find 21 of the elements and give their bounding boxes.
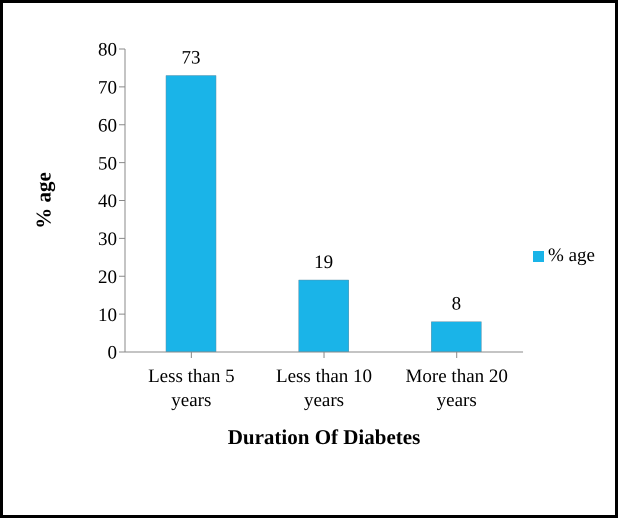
y-tick-label: 50 <box>98 153 117 174</box>
data-label: 73 <box>182 48 200 69</box>
y-tick-label: 10 <box>98 304 117 326</box>
x-axis-title: Duration Of Diabetes <box>228 425 420 449</box>
x-tick-label: More than 20 years <box>406 366 508 411</box>
y-tick-label: 70 <box>98 78 117 99</box>
bar <box>166 75 216 352</box>
y-tick-label: 0 <box>108 342 117 364</box>
y-tick-label: 20 <box>98 266 117 288</box>
bar <box>431 321 482 352</box>
data-label: 19 <box>314 252 334 274</box>
x-tick-label: Less than 10 years <box>276 366 372 411</box>
y-tick-label: 60 <box>98 115 117 136</box>
x-tick-label: Less than 5 years <box>148 366 235 411</box>
y-tick-label: 40 <box>98 191 117 212</box>
legend-label: % age <box>548 244 595 266</box>
y-tick-label: 80 <box>98 40 117 61</box>
y-tick-label: 30 <box>98 229 117 250</box>
y-axis-title: % age <box>31 172 56 229</box>
data-label: 8 <box>452 294 462 315</box>
bar <box>298 280 349 352</box>
